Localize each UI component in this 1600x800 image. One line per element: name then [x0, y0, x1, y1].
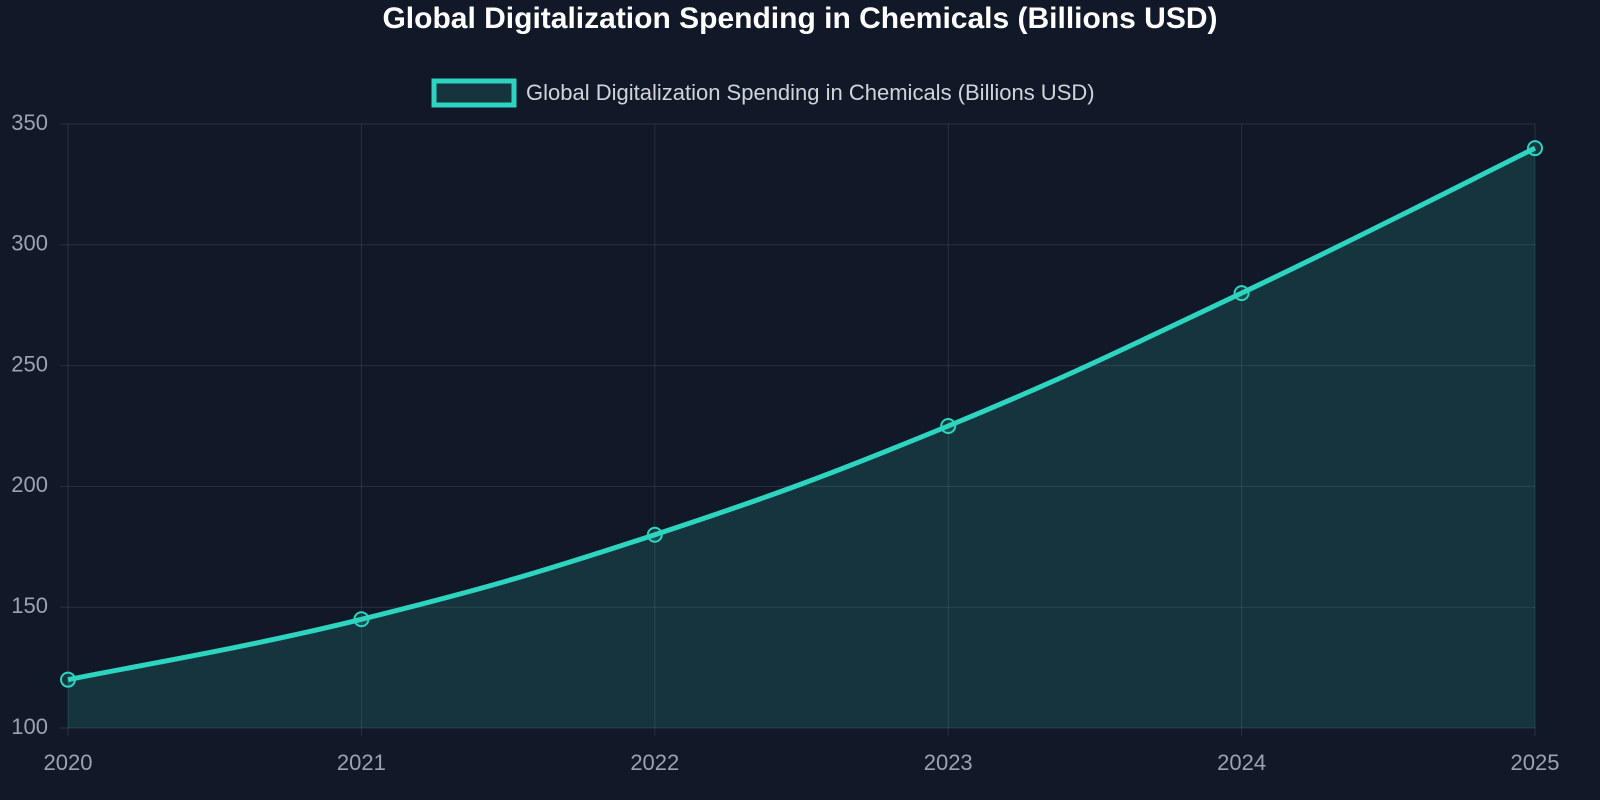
point: [1527, 140, 1543, 157]
x-tick-label: 2023: [924, 750, 973, 775]
y-tick-label: 300: [11, 231, 48, 256]
chart-title: Global Digitalization Spending in Chemic…: [382, 2, 1217, 35]
y-tick-label: 100: [11, 714, 48, 739]
point: [940, 418, 957, 434]
x-tick-label: 2024: [1217, 750, 1266, 775]
point: [646, 526, 663, 543]
y-tick-label: 200: [11, 472, 48, 497]
legend-label: Global Digitalization Spending in Chemic…: [526, 80, 1095, 105]
y-tick-label: 150: [11, 593, 48, 618]
point: [1233, 285, 1250, 302]
y-tick-label: 250: [11, 351, 48, 376]
point: [60, 671, 76, 688]
y-tick-label: 350: [11, 110, 48, 135]
legend-swatch: [431, 78, 517, 108]
x-tick-label: 2025: [1511, 750, 1560, 775]
x-tick-label: 2020: [44, 750, 93, 775]
x-tick-label: 2022: [630, 750, 679, 775]
point: [353, 611, 370, 628]
area: [68, 148, 1535, 728]
line: [67, 145, 1537, 683]
x-tick-label: 2021: [337, 750, 386, 775]
